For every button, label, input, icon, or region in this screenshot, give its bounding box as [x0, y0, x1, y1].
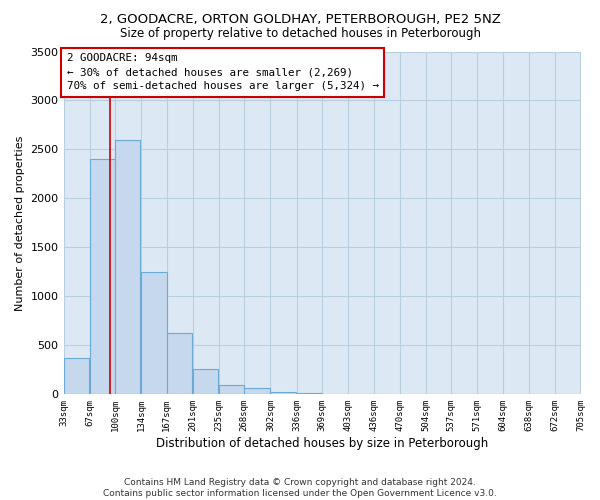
X-axis label: Distribution of detached houses by size in Peterborough: Distribution of detached houses by size …	[156, 437, 488, 450]
Y-axis label: Number of detached properties: Number of detached properties	[15, 135, 25, 310]
Text: 2, GOODACRE, ORTON GOLDHAY, PETERBOROUGH, PE2 5NZ: 2, GOODACRE, ORTON GOLDHAY, PETERBOROUGH…	[100, 12, 500, 26]
Bar	[167, 333, 192, 394]
Bar	[64, 358, 89, 395]
Bar	[219, 384, 244, 394]
Bar	[296, 393, 322, 394]
Text: 2 GOODACRE: 94sqm
← 30% of detached houses are smaller (2,269)
70% of semi-detac: 2 GOODACRE: 94sqm ← 30% of detached hous…	[67, 54, 379, 92]
Bar	[115, 140, 140, 394]
Text: Contains HM Land Registry data © Crown copyright and database right 2024.
Contai: Contains HM Land Registry data © Crown c…	[103, 478, 497, 498]
Bar	[141, 272, 167, 394]
Bar	[89, 159, 115, 394]
Bar	[244, 388, 269, 394]
Bar	[271, 392, 296, 394]
Bar	[193, 369, 218, 394]
Text: Size of property relative to detached houses in Peterborough: Size of property relative to detached ho…	[119, 28, 481, 40]
